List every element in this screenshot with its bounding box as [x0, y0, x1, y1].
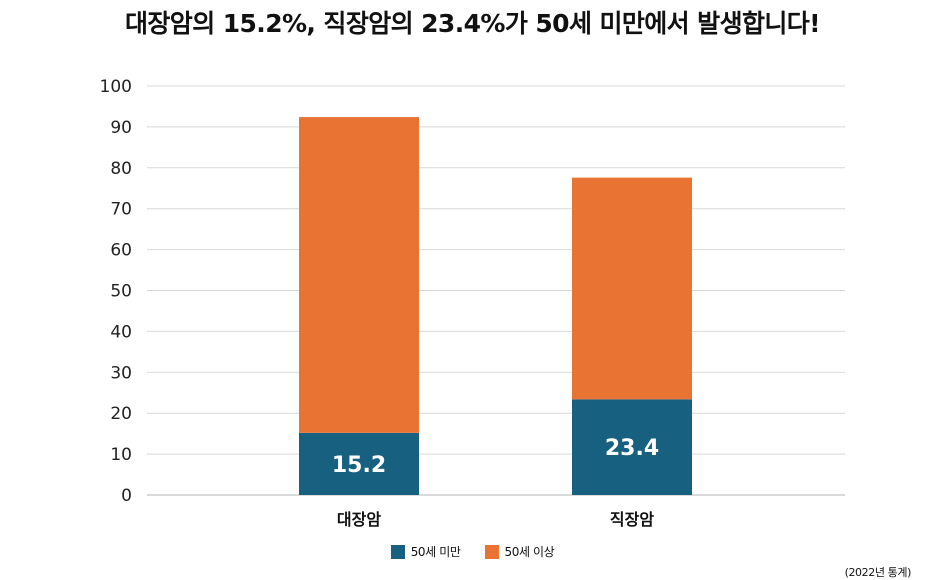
bar-value-label: 15.2 — [332, 453, 386, 478]
y-tick-label: 10 — [110, 445, 132, 465]
bar-50-plus — [572, 177, 692, 400]
x-tick-label: 직장암 — [610, 510, 654, 529]
source-note: (2022년 통계) — [844, 566, 912, 579]
y-tick-label: 50 — [110, 282, 132, 302]
legend-item-50-plus: 50세 이상 — [484, 543, 555, 560]
bar-value-label: 23.4 — [605, 436, 659, 461]
legend: 50세 미만 50세 이상 — [0, 543, 945, 560]
bar-50-plus — [299, 117, 419, 433]
bar-under-50 — [572, 399, 692, 495]
y-axis-ticks: 0 10 20 30 40 50 60 70 80 90 100 — [100, 77, 132, 506]
y-tick-label: 90 — [110, 118, 132, 138]
y-tick-label: 20 — [110, 404, 132, 424]
chart-title: 대장암의 15.2%, 직장암의 23.4%가 50세 미만에서 발생합니다! — [125, 9, 821, 38]
y-tick-label: 40 — [110, 322, 132, 342]
legend-label-under-50: 50세 미만 — [410, 545, 461, 559]
legend-item-under-50: 50세 미만 — [390, 543, 461, 560]
y-tick-label: 70 — [110, 200, 132, 220]
x-tick-label: 대장암 — [337, 510, 381, 529]
legend-label-50-plus: 50세 이상 — [504, 545, 555, 559]
y-tick-label: 80 — [110, 159, 132, 179]
x-axis-ticks: 대장암 직장암 — [337, 510, 654, 529]
grid-layer — [147, 85, 845, 496]
y-tick-label: 100 — [100, 77, 132, 97]
y-tick-label: 60 — [110, 241, 132, 261]
legend-swatch-under-50 — [390, 544, 405, 559]
legend-swatch-50-plus — [484, 544, 499, 559]
bar-layer: 15.2 23.4 — [299, 117, 692, 495]
stacked-bar-chart: 0 10 20 30 40 50 60 70 80 90 100 15.2 23.4 대장암 직장암 — [100, 77, 845, 529]
y-tick-label: 0 — [121, 486, 132, 506]
y-tick-label: 30 — [110, 363, 132, 383]
bar-under-50 — [299, 432, 419, 495]
